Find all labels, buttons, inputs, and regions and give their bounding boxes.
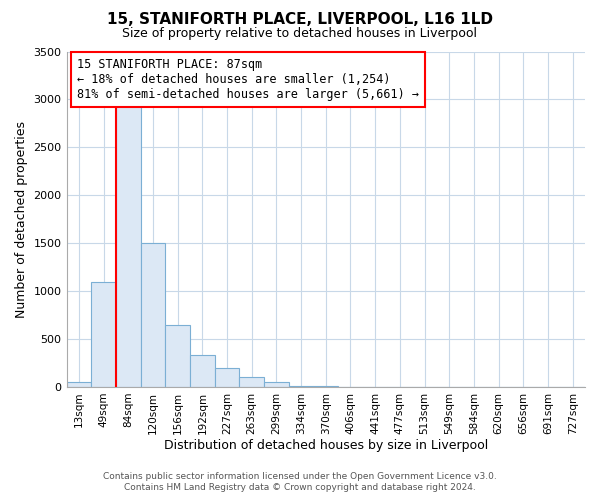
Bar bbox=[190, 356, 215, 387]
Bar bbox=[264, 382, 289, 387]
Y-axis label: Number of detached properties: Number of detached properties bbox=[15, 120, 28, 318]
X-axis label: Distribution of detached houses by size in Liverpool: Distribution of detached houses by size … bbox=[164, 440, 488, 452]
Bar bbox=[215, 368, 239, 387]
Text: 15, STANIFORTH PLACE, LIVERPOOL, L16 1LD: 15, STANIFORTH PLACE, LIVERPOOL, L16 1LD bbox=[107, 12, 493, 28]
Text: Contains public sector information licensed under the Open Government Licence v3: Contains public sector information licen… bbox=[103, 472, 497, 481]
Bar bbox=[140, 243, 165, 387]
Text: Size of property relative to detached houses in Liverpool: Size of property relative to detached ho… bbox=[122, 28, 478, 40]
Bar bbox=[67, 382, 91, 387]
Bar bbox=[239, 378, 264, 387]
Text: Contains HM Land Registry data © Crown copyright and database right 2024.: Contains HM Land Registry data © Crown c… bbox=[124, 484, 476, 492]
Bar bbox=[91, 282, 116, 387]
Bar bbox=[289, 386, 313, 387]
Bar bbox=[116, 104, 140, 387]
Text: 15 STANIFORTH PLACE: 87sqm
← 18% of detached houses are smaller (1,254)
81% of s: 15 STANIFORTH PLACE: 87sqm ← 18% of deta… bbox=[77, 58, 419, 101]
Bar bbox=[165, 324, 190, 387]
